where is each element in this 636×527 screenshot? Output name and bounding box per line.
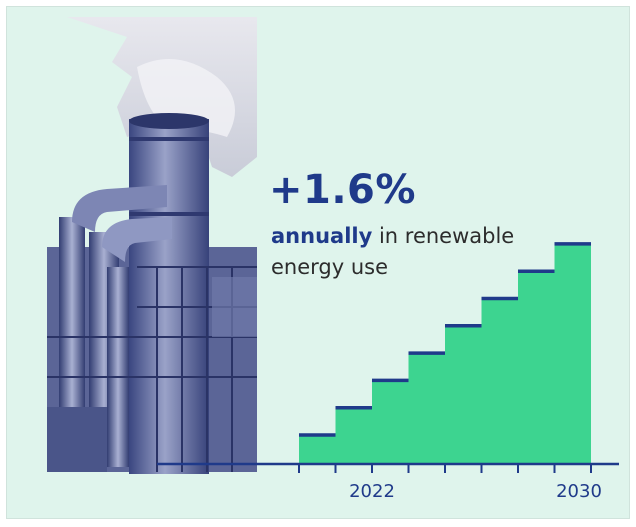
subtitle-emphasis: annually [271,224,373,248]
x-tick-label-2030: 2030 [556,481,602,502]
infographic-card: +1.6% annually in renewable energy use 2… [6,6,630,519]
subtitle-line-1: annually in renewable [271,221,514,252]
headline-stat: +1.6% [269,167,416,213]
x-tick-label-2022: 2022 [349,481,395,502]
step-chart: 2022 2030 [157,242,619,502]
subtitle-line-2: energy use [271,255,389,279]
subtitle: annually in renewable energy use [271,221,514,283]
smokestack-photo [47,17,257,474]
subtitle-rest: in renewable [372,224,515,248]
